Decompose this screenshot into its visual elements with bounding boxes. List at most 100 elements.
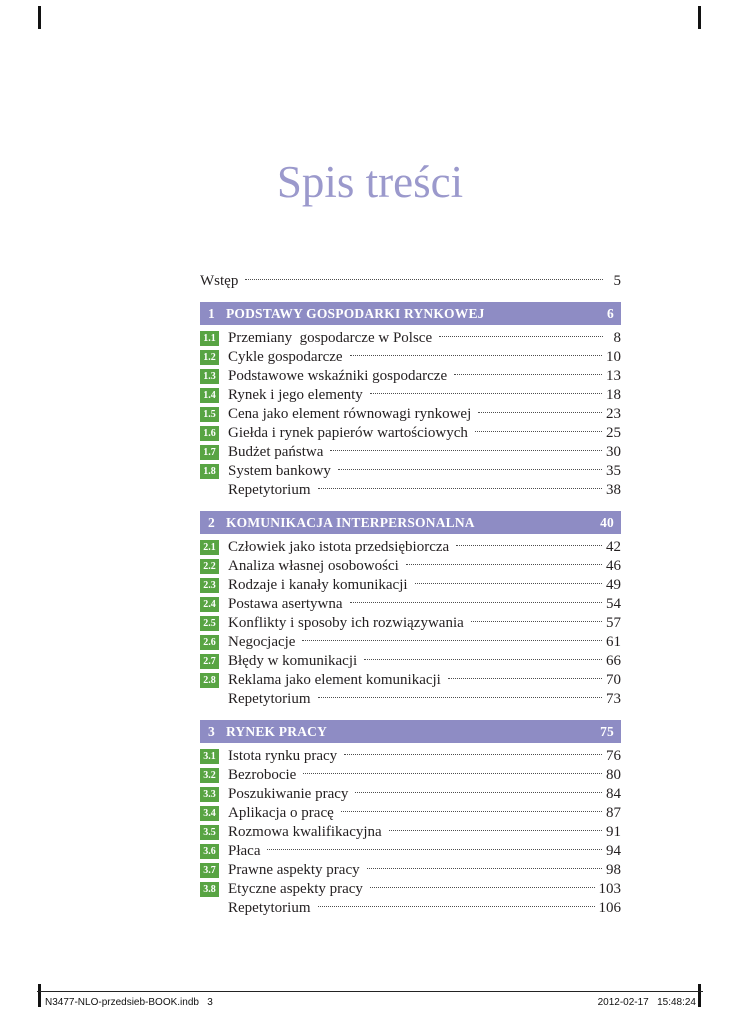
toc-entry-label: Przemiany gospodarcze w Polsce bbox=[228, 330, 433, 346]
toc-entry-label: Budżet państwa bbox=[228, 444, 324, 460]
chapter-number-badge: 2.3 bbox=[200, 578, 219, 593]
toc-entry-label: Rozmowa kwalifikacyjna bbox=[228, 824, 382, 840]
toc-entry-page-number: 70 bbox=[606, 672, 621, 688]
section-body: 3.1 Istota rynku pracy 76 3.2 Bezrobocie 80 3.… bbox=[200, 747, 621, 918]
toc-entry-label: Analiza własnej osobowości bbox=[228, 558, 399, 574]
toc-entry: 1.3 Podstawowe wskaźniki gospodarcze 13 bbox=[200, 367, 621, 386]
crop-mark-bottom-left bbox=[38, 984, 41, 1007]
section-title: RYNEK PRACY bbox=[225, 723, 328, 739]
toc-entry: 3.6 Płaca 94 bbox=[200, 842, 621, 861]
dot-leader bbox=[340, 811, 602, 812]
dot-leader bbox=[456, 545, 602, 546]
dot-leader bbox=[454, 374, 602, 375]
toc-entry: 1.2 Cykle gospodarcze 10 bbox=[200, 348, 621, 367]
toc-entry-page-number: 23 bbox=[606, 406, 621, 422]
toc-entry-label: Postawa asertywna bbox=[228, 596, 343, 612]
toc-entry-page-number: 49 bbox=[606, 577, 621, 593]
dot-leader bbox=[317, 488, 602, 489]
toc-entry-page-number: 61 bbox=[606, 634, 621, 650]
toc-entry-page-number: 76 bbox=[606, 748, 621, 764]
toc-entry: 3.2 Bezrobocie 80 bbox=[200, 766, 621, 785]
chapter-number-badge: 2.6 bbox=[200, 635, 219, 650]
crop-mark-top-right bbox=[698, 6, 701, 29]
toc-entry-label: Repetytorium bbox=[228, 691, 311, 707]
toc-entry-page-number: 103 bbox=[598, 881, 622, 897]
toc-entry: 2.6 Negocjacje 61 bbox=[200, 633, 621, 652]
dot-leader bbox=[405, 564, 602, 565]
chapter-number-badge: 2.5 bbox=[200, 616, 219, 631]
toc-entry: Repetytorium 73 bbox=[200, 690, 621, 709]
toc-entry-page-number: 98 bbox=[606, 862, 621, 878]
toc-entry: 2.3 Rodzaje i kanały komunikacji 49 bbox=[200, 576, 621, 595]
dot-leader bbox=[474, 431, 602, 432]
toc-entry-page-number: 46 bbox=[606, 558, 621, 574]
chapter-number-badge: 3.7 bbox=[200, 863, 219, 878]
toc: Wstęp 5 1 PODSTAWY GOSPODARKI RYNKOWEJ 6 1.1 P… bbox=[200, 272, 621, 918]
chapter-number-badge: 3.4 bbox=[200, 806, 219, 821]
toc-entry: 2.2 Analiza własnej osobowości 46 bbox=[200, 557, 621, 576]
chapter-number-badge: 2.1 bbox=[200, 540, 219, 555]
chapter-number-badge: 2.8 bbox=[200, 673, 219, 688]
toc-entry: 3.8 Etyczne aspekty pracy 103 bbox=[200, 880, 621, 899]
toc-entry-page-number: 84 bbox=[606, 786, 621, 802]
toc-entry-label: Repetytorium bbox=[228, 900, 311, 916]
toc-entry-page-number: 25 bbox=[606, 425, 621, 441]
toc-entry: Wstęp 5 bbox=[200, 272, 621, 291]
section-number: 2 bbox=[208, 514, 215, 530]
toc-entry-label: Podstawowe wskaźniki gospodarcze bbox=[228, 368, 448, 384]
toc-section: 3 RYNEK PRACY 75 3.1 Istota rynku pracy 76 3.2… bbox=[200, 720, 621, 918]
footer-timestamp: 2012-02-17 15:48:24 bbox=[597, 997, 696, 1008]
dot-leader bbox=[303, 773, 602, 774]
dot-leader bbox=[366, 868, 602, 869]
toc-entry-page-number: 94 bbox=[606, 843, 621, 859]
dot-leader bbox=[337, 469, 602, 470]
toc-entry: 3.3 Poszukiwanie pracy 84 bbox=[200, 785, 621, 804]
footer: N3477-NLO-przedsieb-BOOK.indb 3 2012-02-… bbox=[45, 997, 696, 1008]
toc-entry-label: Poszukiwanie pracy bbox=[228, 786, 349, 802]
toc-entry: 2.4 Postawa asertywna 54 bbox=[200, 595, 621, 614]
toc-entry-label: Konflikty i sposoby ich rozwiązywania bbox=[228, 615, 464, 631]
dot-leader bbox=[369, 887, 595, 888]
toc-entry-label: Rodzaje i kanały komunikacji bbox=[228, 577, 408, 593]
toc-entry-label: Cena jako element równowagi rynkowej bbox=[228, 406, 472, 422]
toc-entry-label: Negocjacje bbox=[228, 634, 296, 650]
chapter-number-badge: 1.3 bbox=[200, 369, 219, 384]
section-page-number: 40 bbox=[600, 514, 614, 530]
dot-leader bbox=[470, 621, 602, 622]
toc-entry: 2.8 Reklama jako element komunikacji 70 bbox=[200, 671, 621, 690]
dot-leader bbox=[317, 697, 602, 698]
dot-leader bbox=[439, 336, 603, 337]
chapter-number-badge: 1.7 bbox=[200, 445, 219, 460]
chapter-number-badge: 1.2 bbox=[200, 350, 219, 365]
crop-mark-bottom-right bbox=[698, 984, 701, 1007]
chapter-number-badge: 3.3 bbox=[200, 787, 219, 802]
dot-leader bbox=[344, 754, 602, 755]
toc-entry: Repetytorium 38 bbox=[200, 481, 621, 500]
dot-leader bbox=[388, 830, 602, 831]
dot-leader bbox=[349, 355, 602, 356]
chapter-number-badge: 2.2 bbox=[200, 559, 219, 574]
section-body: 2.1 Człowiek jako istota przedsiębiorcza 4… bbox=[200, 538, 621, 709]
toc-entry-page-number: 10 bbox=[606, 349, 621, 365]
toc-entry-label: Błędy w komunikacji bbox=[228, 653, 358, 669]
chapter-number-badge: 1.5 bbox=[200, 407, 219, 422]
crop-mark-top-left bbox=[38, 6, 41, 29]
toc-entry: 3.5 Rozmowa kwalifikacyjna 91 bbox=[200, 823, 621, 842]
chapter-number-badge: 3.8 bbox=[200, 882, 219, 897]
section-title: PODSTAWY GOSPODARKI RYNKOWEJ bbox=[225, 305, 485, 321]
chapter-number-badge: 2.4 bbox=[200, 597, 219, 612]
toc-entry-page-number: 80 bbox=[606, 767, 621, 783]
chapter-number-badge: 2.7 bbox=[200, 654, 219, 669]
toc-entry-label: Giełda i rynek papierów wartościowych bbox=[228, 425, 468, 441]
toc-entry-label: Cykle gospodarcze bbox=[228, 349, 343, 365]
toc-entry-page-number: 5 bbox=[613, 273, 622, 289]
section-number: 3 bbox=[208, 723, 215, 739]
toc-entry: 1.8 System bankowy 35 bbox=[200, 462, 621, 481]
section-body: 1.1 Przemiany gospodarcze w Polsce 8 1.2 Cyk… bbox=[200, 329, 621, 500]
toc-entry: 1.1 Przemiany gospodarcze w Polsce 8 bbox=[200, 329, 621, 348]
chapter-number-badge: 3.1 bbox=[200, 749, 219, 764]
toc-entry-page-number: 57 bbox=[606, 615, 621, 631]
toc-entry: 2.1 Człowiek jako istota przedsiębiorcza 4… bbox=[200, 538, 621, 557]
section-page-number: 6 bbox=[607, 305, 614, 321]
